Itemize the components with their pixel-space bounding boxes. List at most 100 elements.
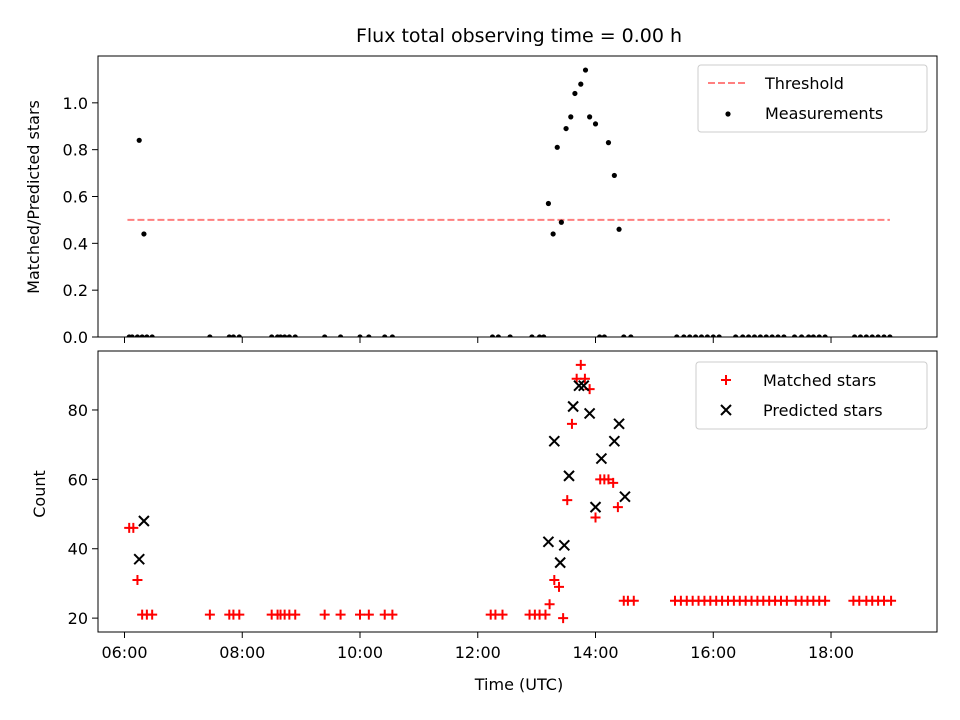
top-y-tick-label: 0.0 bbox=[63, 328, 88, 347]
measurements-point bbox=[337, 334, 344, 337]
measurements-point bbox=[322, 334, 328, 337]
measurements-point bbox=[582, 67, 589, 73]
matched-stars-point bbox=[544, 599, 555, 610]
bottom-y-tick-label: 40 bbox=[68, 540, 88, 559]
measurements-point bbox=[881, 334, 887, 337]
matched-stars-point bbox=[128, 522, 139, 533]
predicted-stars-point bbox=[608, 435, 621, 447]
measurements-point bbox=[495, 334, 501, 337]
matched-stars-point bbox=[554, 581, 565, 592]
predicted-stars-point bbox=[573, 379, 585, 392]
bottom-panel: Count Time (UTC) 20 40 60 80 06:00 08:00 10:00… bbox=[30, 350, 938, 694]
measurements-point bbox=[545, 200, 552, 207]
measurements-point bbox=[681, 334, 687, 337]
matched-stars-point bbox=[290, 609, 301, 620]
measurements-point bbox=[226, 334, 232, 337]
measurements-point bbox=[134, 334, 141, 337]
measurements-point bbox=[558, 219, 564, 225]
top-axes-frame bbox=[97, 55, 938, 338]
measurements-point bbox=[763, 334, 769, 337]
measurements-point bbox=[798, 334, 805, 337]
measurements-point bbox=[687, 334, 693, 337]
measurements-point bbox=[740, 334, 746, 337]
matched-stars-point bbox=[540, 609, 551, 620]
matched-stars-point bbox=[558, 613, 569, 624]
predicted-stars-legend-swatch bbox=[720, 404, 732, 416]
measurements-point bbox=[554, 144, 560, 150]
top-y-tick-label: 0.6 bbox=[63, 188, 88, 207]
matched-stars-legend-label: Matched stars bbox=[763, 371, 876, 390]
matched-stars-point bbox=[204, 609, 215, 620]
measurements-point bbox=[144, 334, 150, 337]
predicted-stars-point bbox=[595, 452, 608, 465]
matched-stars-point bbox=[132, 574, 143, 585]
measurements-point bbox=[129, 334, 135, 337]
bottom-legend: Matched stars Predicted stars bbox=[695, 361, 928, 430]
matched-stars-point bbox=[566, 418, 577, 429]
matched-stars-point bbox=[562, 495, 573, 506]
measurements-point bbox=[781, 334, 787, 337]
matched-stars-point bbox=[147, 609, 158, 620]
bottom-y-tick-label: 20 bbox=[68, 609, 88, 628]
predicted-stars-point bbox=[563, 470, 575, 482]
matched-stars-point bbox=[497, 609, 508, 620]
measurements-point bbox=[710, 334, 716, 337]
bottom-x-tick-label: 10:00 bbox=[337, 643, 383, 662]
measurements-point bbox=[869, 334, 875, 337]
measurements-point bbox=[572, 90, 578, 97]
measurements-legend-swatch bbox=[725, 111, 731, 117]
top-y-tick-label: 0.2 bbox=[63, 281, 88, 300]
measurements-point bbox=[628, 334, 634, 337]
bottom-x-tick-label: 06:00 bbox=[101, 643, 147, 662]
measurements-point bbox=[277, 334, 284, 337]
matched-stars-legend-swatch bbox=[721, 375, 731, 385]
measurements-point bbox=[207, 334, 213, 337]
predicted-stars-point bbox=[548, 435, 561, 447]
bottom-legend-box bbox=[695, 361, 928, 430]
measurements-point bbox=[136, 137, 142, 143]
predicted-stars-point bbox=[542, 536, 555, 548]
measurements-point bbox=[269, 334, 275, 337]
bottom-x-tick-label: 18:00 bbox=[808, 643, 854, 662]
predicted-stars-point bbox=[554, 556, 566, 569]
measurements-point bbox=[698, 334, 705, 337]
measurements-point bbox=[716, 334, 722, 337]
predicted-stars-point bbox=[619, 490, 631, 503]
bottom-y-axis-label: Count bbox=[30, 470, 49, 518]
top-y-tick-label: 1.0 bbox=[63, 94, 88, 113]
measurements-point bbox=[674, 334, 680, 337]
matched-stars-point bbox=[590, 512, 601, 523]
measurements-point bbox=[621, 334, 627, 337]
measurements-point bbox=[611, 172, 617, 179]
measurements-point bbox=[863, 334, 869, 337]
top-legend-box bbox=[697, 64, 928, 133]
measurements-point bbox=[389, 334, 395, 337]
bottom-x-tick-label: 14:00 bbox=[572, 643, 618, 662]
predicted-stars-point bbox=[138, 515, 150, 527]
bottom-plot-area bbox=[124, 359, 897, 624]
measurements-point bbox=[236, 334, 242, 337]
measurements-point bbox=[529, 334, 535, 337]
measurements-point bbox=[616, 226, 622, 232]
predicted-stars-point bbox=[133, 553, 145, 565]
measurements-point bbox=[536, 334, 543, 337]
matched-stars-point bbox=[319, 609, 330, 620]
measurements-point bbox=[875, 334, 881, 337]
bottom-y-tick-label: 60 bbox=[68, 470, 88, 489]
measurements-legend-label: Measurements bbox=[765, 104, 883, 123]
measurements-point bbox=[366, 334, 372, 337]
measurements-point bbox=[292, 334, 298, 337]
measurements-point bbox=[693, 334, 699, 337]
predicted-stars-point bbox=[589, 501, 602, 513]
matched-stars-point bbox=[335, 609, 346, 620]
measurements-point bbox=[489, 334, 496, 337]
matched-stars-point bbox=[549, 574, 560, 585]
measurements-point bbox=[775, 334, 781, 337]
measurements-point bbox=[757, 334, 763, 337]
measurements-point bbox=[141, 231, 147, 237]
measurements-point bbox=[568, 114, 574, 120]
top-legend: Threshold Measurements bbox=[697, 64, 928, 133]
measurements-point bbox=[822, 334, 828, 337]
measurements-point bbox=[357, 334, 363, 337]
